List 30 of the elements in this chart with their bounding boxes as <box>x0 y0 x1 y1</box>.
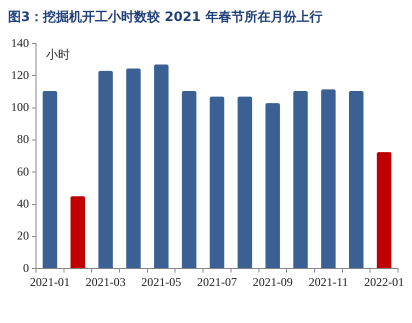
bar <box>126 68 141 268</box>
bar <box>376 152 392 268</box>
bar <box>321 89 336 268</box>
bar <box>238 96 252 268</box>
bar <box>42 91 58 268</box>
x-tick-label: 2021-05 <box>141 274 182 289</box>
x-tick-label: 2021-01 <box>30 274 70 289</box>
y-tick-label: 100 <box>11 100 29 114</box>
x-tick-label: 2021-03 <box>86 274 126 289</box>
bar <box>265 103 280 268</box>
bar <box>182 91 196 268</box>
y-tick-label: 40 <box>17 196 29 210</box>
x-tick-label: 2021-11 <box>308 274 348 289</box>
bar <box>210 96 224 268</box>
chart-title: 图3：挖掘机开工小时数较 2021 年春节所在月份上行 <box>8 9 322 26</box>
x-tick-label: 2021-07 <box>197 274 237 289</box>
bar <box>154 64 169 268</box>
y-tick-label: 60 <box>17 164 29 178</box>
y-tick-label: 140 <box>11 36 29 50</box>
x-tick-label: 2022-01 <box>364 274 404 289</box>
y-axis-title: 小时 <box>46 48 70 62</box>
y-tick-label: 120 <box>11 68 29 82</box>
y-tick-label: 20 <box>17 228 29 243</box>
x-tick-label: 2021-09 <box>252 274 293 289</box>
bar <box>293 91 308 268</box>
y-tick-label: 80 <box>17 132 29 146</box>
bar <box>348 91 364 268</box>
y-tick-label: 0 <box>23 260 29 275</box>
bar <box>98 70 113 268</box>
bar <box>70 196 86 268</box>
